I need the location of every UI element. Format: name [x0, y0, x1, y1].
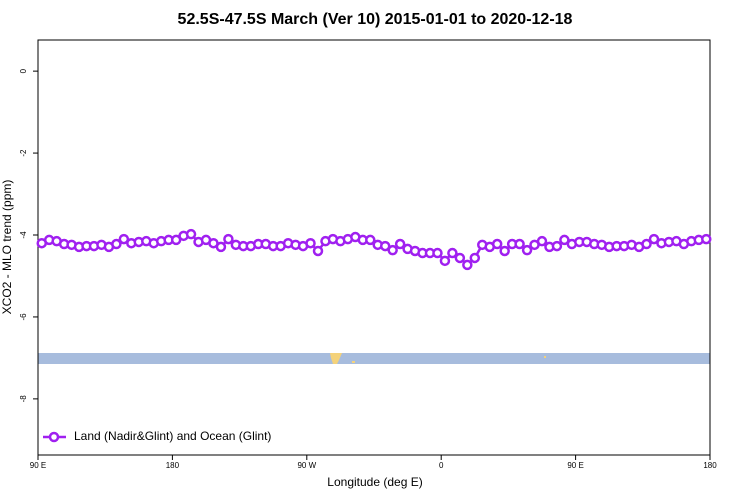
- point: [365, 234, 376, 246]
- point: [215, 241, 227, 253]
- point: [648, 233, 660, 245]
- point: [514, 238, 525, 250]
- point: [469, 252, 481, 264]
- point: [551, 240, 563, 252]
- y-tick-label: -2: [19, 149, 28, 157]
- point: [379, 240, 391, 252]
- point: [305, 237, 316, 249]
- point: [462, 259, 473, 271]
- plot-frame: [37, 39, 711, 456]
- legend-marker: [48, 431, 60, 443]
- point: [432, 247, 443, 259]
- point: [491, 238, 503, 250]
- point: [559, 234, 570, 246]
- point: [312, 245, 324, 257]
- x-axis-label: Longitude (deg E): [327, 475, 422, 489]
- point: [387, 244, 398, 256]
- point: [701, 233, 712, 245]
- x-tick-label: 0: [439, 461, 444, 470]
- y-axis-label: XCO2 - MLO trend (ppm): [0, 180, 14, 315]
- x-tick-label: 180: [166, 461, 180, 470]
- point: [536, 235, 548, 247]
- point: [185, 228, 197, 240]
- y-tick-label: 0: [19, 68, 28, 73]
- point: [454, 252, 466, 264]
- point: [439, 255, 451, 267]
- x-tick-label: 180: [703, 461, 717, 470]
- point: [223, 233, 234, 245]
- x-tick-label: 90 E: [567, 461, 583, 470]
- y-tick-label: -6: [19, 313, 28, 321]
- legend-label: Land (Nadir&Glint) and Ocean (Glint): [74, 429, 271, 443]
- point: [447, 247, 458, 259]
- point: [394, 238, 406, 250]
- point: [521, 244, 533, 256]
- point: [111, 238, 122, 250]
- y-tick-label: -8: [19, 395, 28, 403]
- y-tick-label: -4: [19, 231, 28, 239]
- map-strip: [38, 353, 710, 364]
- point: [641, 238, 652, 250]
- x-tick-label: 90 E: [30, 461, 46, 470]
- point: [118, 233, 130, 245]
- chart-title: 52.5S-47.5S March (Ver 10) 2015-01-01 to…: [178, 11, 573, 28]
- point: [170, 234, 182, 246]
- point: [499, 245, 510, 257]
- x-tick-label: 90 W: [297, 461, 316, 470]
